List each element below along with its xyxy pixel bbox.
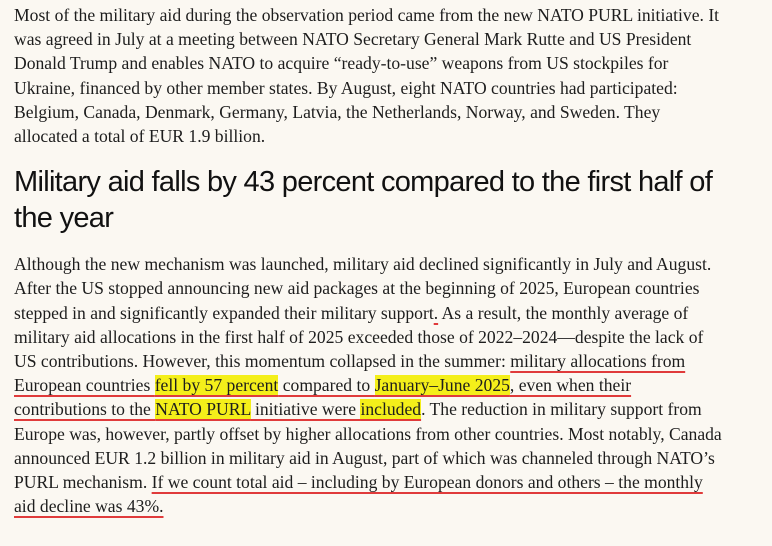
- link[interactable]: .: [433, 302, 439, 323]
- highlight: NATO PURL: [155, 399, 251, 420]
- text: As a result, the monthly average of mili…: [14, 302, 704, 372]
- highlight: January–June 2025: [374, 375, 510, 396]
- annotation: initiative were: [250, 399, 361, 420]
- paragraph: Most of the military aid during the obse…: [14, 5, 720, 147]
- annotation: compared to: [278, 375, 375, 396]
- highlight: fell by 57 percent: [154, 375, 279, 396]
- annotation: , even when their contributions to the: [14, 375, 632, 420]
- annotation: If we count total aid – including by Eur…: [14, 472, 703, 517]
- section-heading: Military aid falls by 43 percent compare…: [14, 166, 713, 235]
- paragraph: Although the new mechanism was launched,…: [14, 252, 726, 518]
- highlight: included: [360, 399, 422, 420]
- article: Most of the military aid during the obse…: [14, 3, 726, 518]
- text: . The reduction in military support from…: [14, 399, 722, 493]
- text: Although the new mechanism was launched,…: [14, 254, 712, 323]
- annotation: military allocations from European count…: [14, 351, 686, 396]
